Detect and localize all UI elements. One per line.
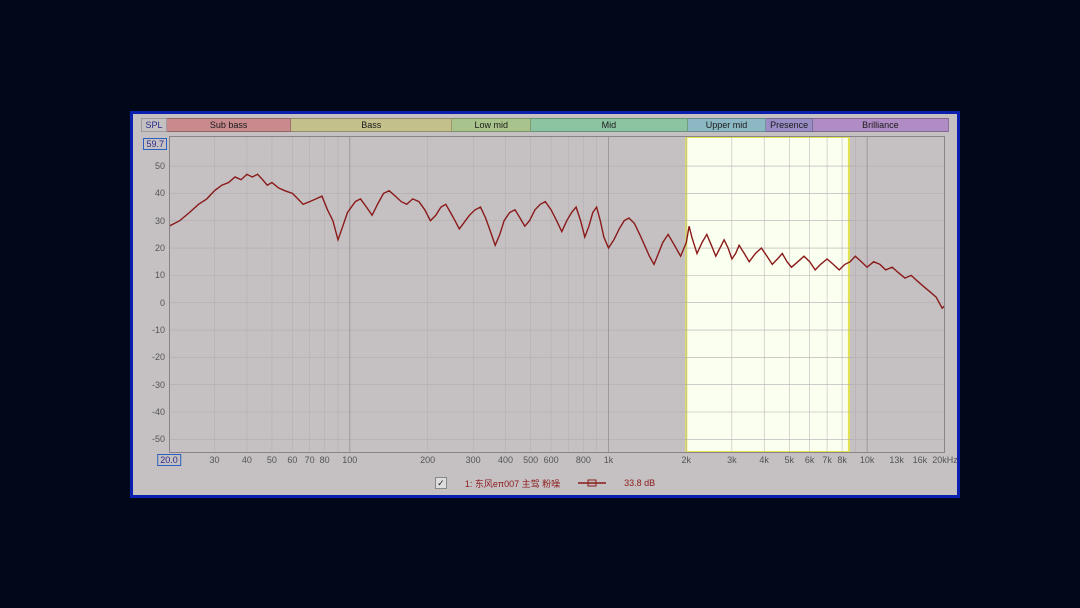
x-tick: 20kHz: [932, 455, 958, 465]
x-tick: 4k: [759, 455, 769, 465]
x-tick: 100: [342, 455, 357, 465]
y-tick: 40: [155, 188, 165, 198]
y-tick: 30: [155, 216, 165, 226]
x-tick: 2k: [682, 455, 692, 465]
y-tick: -50: [152, 434, 165, 444]
x-tick: 50: [267, 455, 277, 465]
y-tick: -40: [152, 407, 165, 417]
x-tick: 7k: [822, 455, 832, 465]
spectrum-svg: [169, 136, 945, 453]
spectrum-window: SPL Sub bassBassLow midMidUpper midPrese…: [130, 111, 960, 498]
x-tick: 80: [320, 455, 330, 465]
band-sub-bass: Sub bass: [167, 118, 291, 132]
x-tick: 5k: [785, 455, 795, 465]
band-presence: Presence: [766, 118, 813, 132]
band-mid: Mid: [531, 118, 688, 132]
y-tick: -20: [152, 352, 165, 362]
legend-swatch: [578, 479, 606, 487]
band-low-mid: Low mid: [452, 118, 531, 132]
x-tick: 70: [305, 455, 315, 465]
spl-label: SPL: [141, 118, 167, 132]
x-tick: 13k: [889, 455, 904, 465]
x-tick: 1k: [604, 455, 614, 465]
y-cursor-badge: 59.7: [143, 138, 167, 150]
x-tick: 8k: [837, 455, 847, 465]
y-tick: -30: [152, 380, 165, 390]
x-tick: 300: [466, 455, 481, 465]
legend-series-name: 1: 东风eπ007 主驾 粉噪: [465, 477, 560, 490]
x-tick: 200: [420, 455, 435, 465]
x-cursor-badge: 20.0: [157, 454, 181, 466]
legend-row: ✓ 1: 东风eπ007 主驾 粉噪 33.8 dB: [133, 475, 957, 491]
y-axis: -50 -40 -30 -20 -10 0 10 20 30 40 50 59.7: [137, 136, 167, 453]
y-tick: 20: [155, 243, 165, 253]
x-tick: 600: [544, 455, 559, 465]
x-tick: 500: [523, 455, 538, 465]
band-brilliance: Brilliance: [813, 118, 949, 132]
x-tick: 30: [209, 455, 219, 465]
x-tick: 800: [576, 455, 591, 465]
x-tick: 40: [242, 455, 252, 465]
y-tick: 0: [160, 298, 165, 308]
x-tick: 16k: [913, 455, 928, 465]
plot-area[interactable]: [169, 136, 945, 453]
legend-cursor-value: 33.8 dB: [624, 478, 655, 488]
x-tick: 400: [498, 455, 513, 465]
x-tick: 10k: [860, 455, 875, 465]
y-tick: 10: [155, 270, 165, 280]
x-tick: 60: [287, 455, 297, 465]
legend-checkbox[interactable]: ✓: [435, 477, 447, 489]
x-tick: 6k: [805, 455, 815, 465]
band-upper-mid: Upper mid: [688, 118, 767, 132]
x-axis: 20.03040506070801002003004005006008001k2…: [169, 455, 945, 469]
y-tick: -10: [152, 325, 165, 335]
band-bass: Bass: [291, 118, 452, 132]
y-tick: 50: [155, 161, 165, 171]
x-tick: 3k: [727, 455, 737, 465]
frequency-bands-row: SPL Sub bassBassLow midMidUpper midPrese…: [141, 118, 949, 132]
